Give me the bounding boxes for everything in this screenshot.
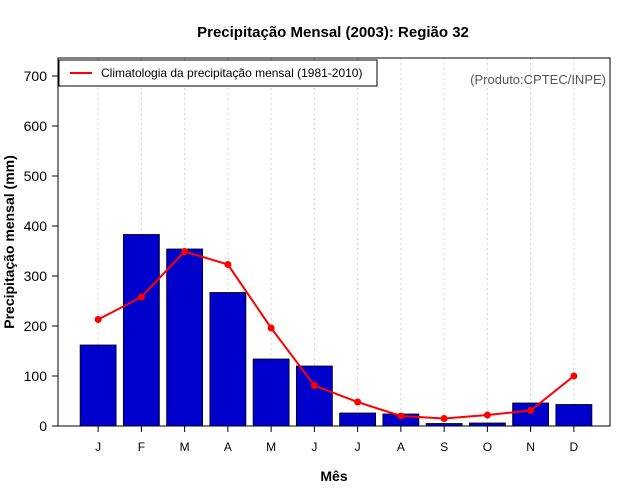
- bar-7: [339, 412, 377, 427]
- y-tick-label: 100: [24, 368, 48, 384]
- x-tick-label: J: [355, 440, 361, 454]
- plot-frame: [57, 57, 611, 427]
- bar-12: [555, 404, 593, 427]
- climatology-point-2: [137, 293, 145, 301]
- bar-6: [295, 365, 333, 427]
- y-tick-label: 600: [24, 118, 48, 134]
- y-axis: 0 100 200 300 400 500 600 700: [24, 68, 58, 434]
- x-tick-label: A: [224, 440, 232, 454]
- credit-text: (Produto:CPTEC/INPE): [470, 72, 606, 87]
- climatology-point-7: [354, 398, 362, 406]
- y-tick-label: 500: [24, 168, 48, 184]
- bar-2: [122, 234, 160, 427]
- bar-5: [252, 358, 290, 427]
- climatology-point-9: [440, 415, 448, 422]
- legend: Climatologia da precipitação mensal (198…: [58, 59, 378, 87]
- y-tick-label: 200: [24, 318, 48, 334]
- climatology-point-6: [310, 382, 318, 389]
- bar-4: [209, 292, 247, 427]
- chart-title: Precipitação Mensal (2003): Região 32: [197, 24, 469, 41]
- climatology-point-12: [570, 372, 578, 380]
- climatology-line: [94, 248, 578, 422]
- y-tick-label: 400: [24, 218, 48, 234]
- x-axis-label: Mês: [320, 468, 347, 484]
- climatology-point-10: [483, 411, 491, 419]
- x-tick-label: D: [570, 440, 579, 454]
- x-tick-label: S: [440, 440, 448, 454]
- climatology-point-5: [267, 324, 275, 332]
- climatology-point-11: [527, 407, 535, 414]
- y-tick-label: 300: [24, 268, 48, 284]
- bar-3: [166, 248, 204, 427]
- x-tick-label: O: [483, 440, 492, 454]
- climatology-point-8: [397, 412, 405, 420]
- bar-11: [512, 402, 550, 427]
- legend-box: [58, 59, 378, 87]
- y-tick-label: 700: [24, 68, 48, 84]
- legend-label: Climatologia da precipitação mensal (198…: [101, 66, 362, 80]
- x-tick-label: A: [397, 440, 405, 454]
- y-tick-label: 0: [39, 418, 47, 434]
- x-tick-label: N: [526, 440, 535, 454]
- climatology-point-1: [94, 316, 102, 323]
- climatology-line-path: [97, 250, 575, 420]
- x-tick-label: J: [311, 440, 317, 454]
- x-tick-label: J: [95, 440, 101, 454]
- bar-1: [79, 344, 117, 427]
- x-tick-label: M: [266, 440, 276, 454]
- bars: [79, 234, 593, 427]
- climatology-point-3: [181, 248, 189, 255]
- y-axis-label: Precipitação mensal (mm): [1, 155, 17, 329]
- x-tick-label: F: [138, 440, 145, 454]
- x-tick-label: M: [180, 440, 190, 454]
- climatology-point-4: [224, 261, 232, 268]
